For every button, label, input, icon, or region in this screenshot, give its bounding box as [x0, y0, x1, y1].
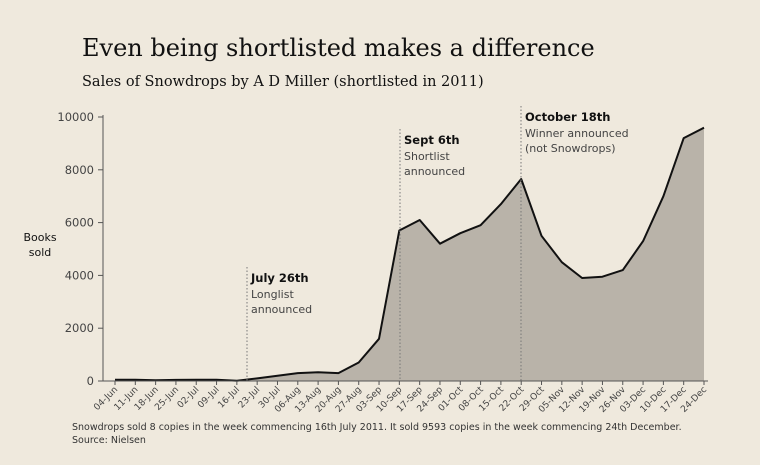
y-axis-label: Books sold: [23, 231, 57, 259]
y-tick-label: 8000: [65, 163, 94, 177]
footnote: Snowdrops sold 8 copies in the week comm…: [72, 422, 682, 433]
annotation-text: announced: [251, 303, 312, 316]
x-tick-label: 02-Jul: [176, 385, 202, 411]
annotation-text: announced: [404, 165, 465, 178]
x-tick-label: 23-Jul: [237, 385, 263, 411]
annotation-text: Longlist: [251, 288, 294, 301]
y-tick-label: 10000: [57, 110, 94, 124]
y-tick-label: 2000: [65, 321, 94, 335]
chart-subtitle: Sales of Snowdrops by A D Miller (shortl…: [82, 74, 484, 90]
y-tick-label: 0: [87, 374, 94, 388]
annotation-title: July 26th: [250, 271, 309, 285]
annotation-text: Winner announced: [525, 127, 629, 140]
y-tick-label: 6000: [65, 216, 94, 230]
annotation-title: October 18th: [525, 110, 610, 124]
line: [115, 126, 705, 382]
area: [115, 127, 704, 381]
x-tick-label: 16-Jul: [216, 385, 242, 411]
annotation-title: Sept 6th: [404, 133, 460, 147]
source: Source: Nielsen: [72, 435, 146, 446]
x-tick-label: 09-Jul: [196, 385, 222, 411]
chart-title: Even being shortlisted makes a differenc…: [82, 34, 595, 62]
annotation-text: Shortlist: [404, 150, 450, 163]
annotation-text: (not Snowdrops): [525, 142, 615, 155]
y-tick-label: 4000: [65, 268, 94, 282]
